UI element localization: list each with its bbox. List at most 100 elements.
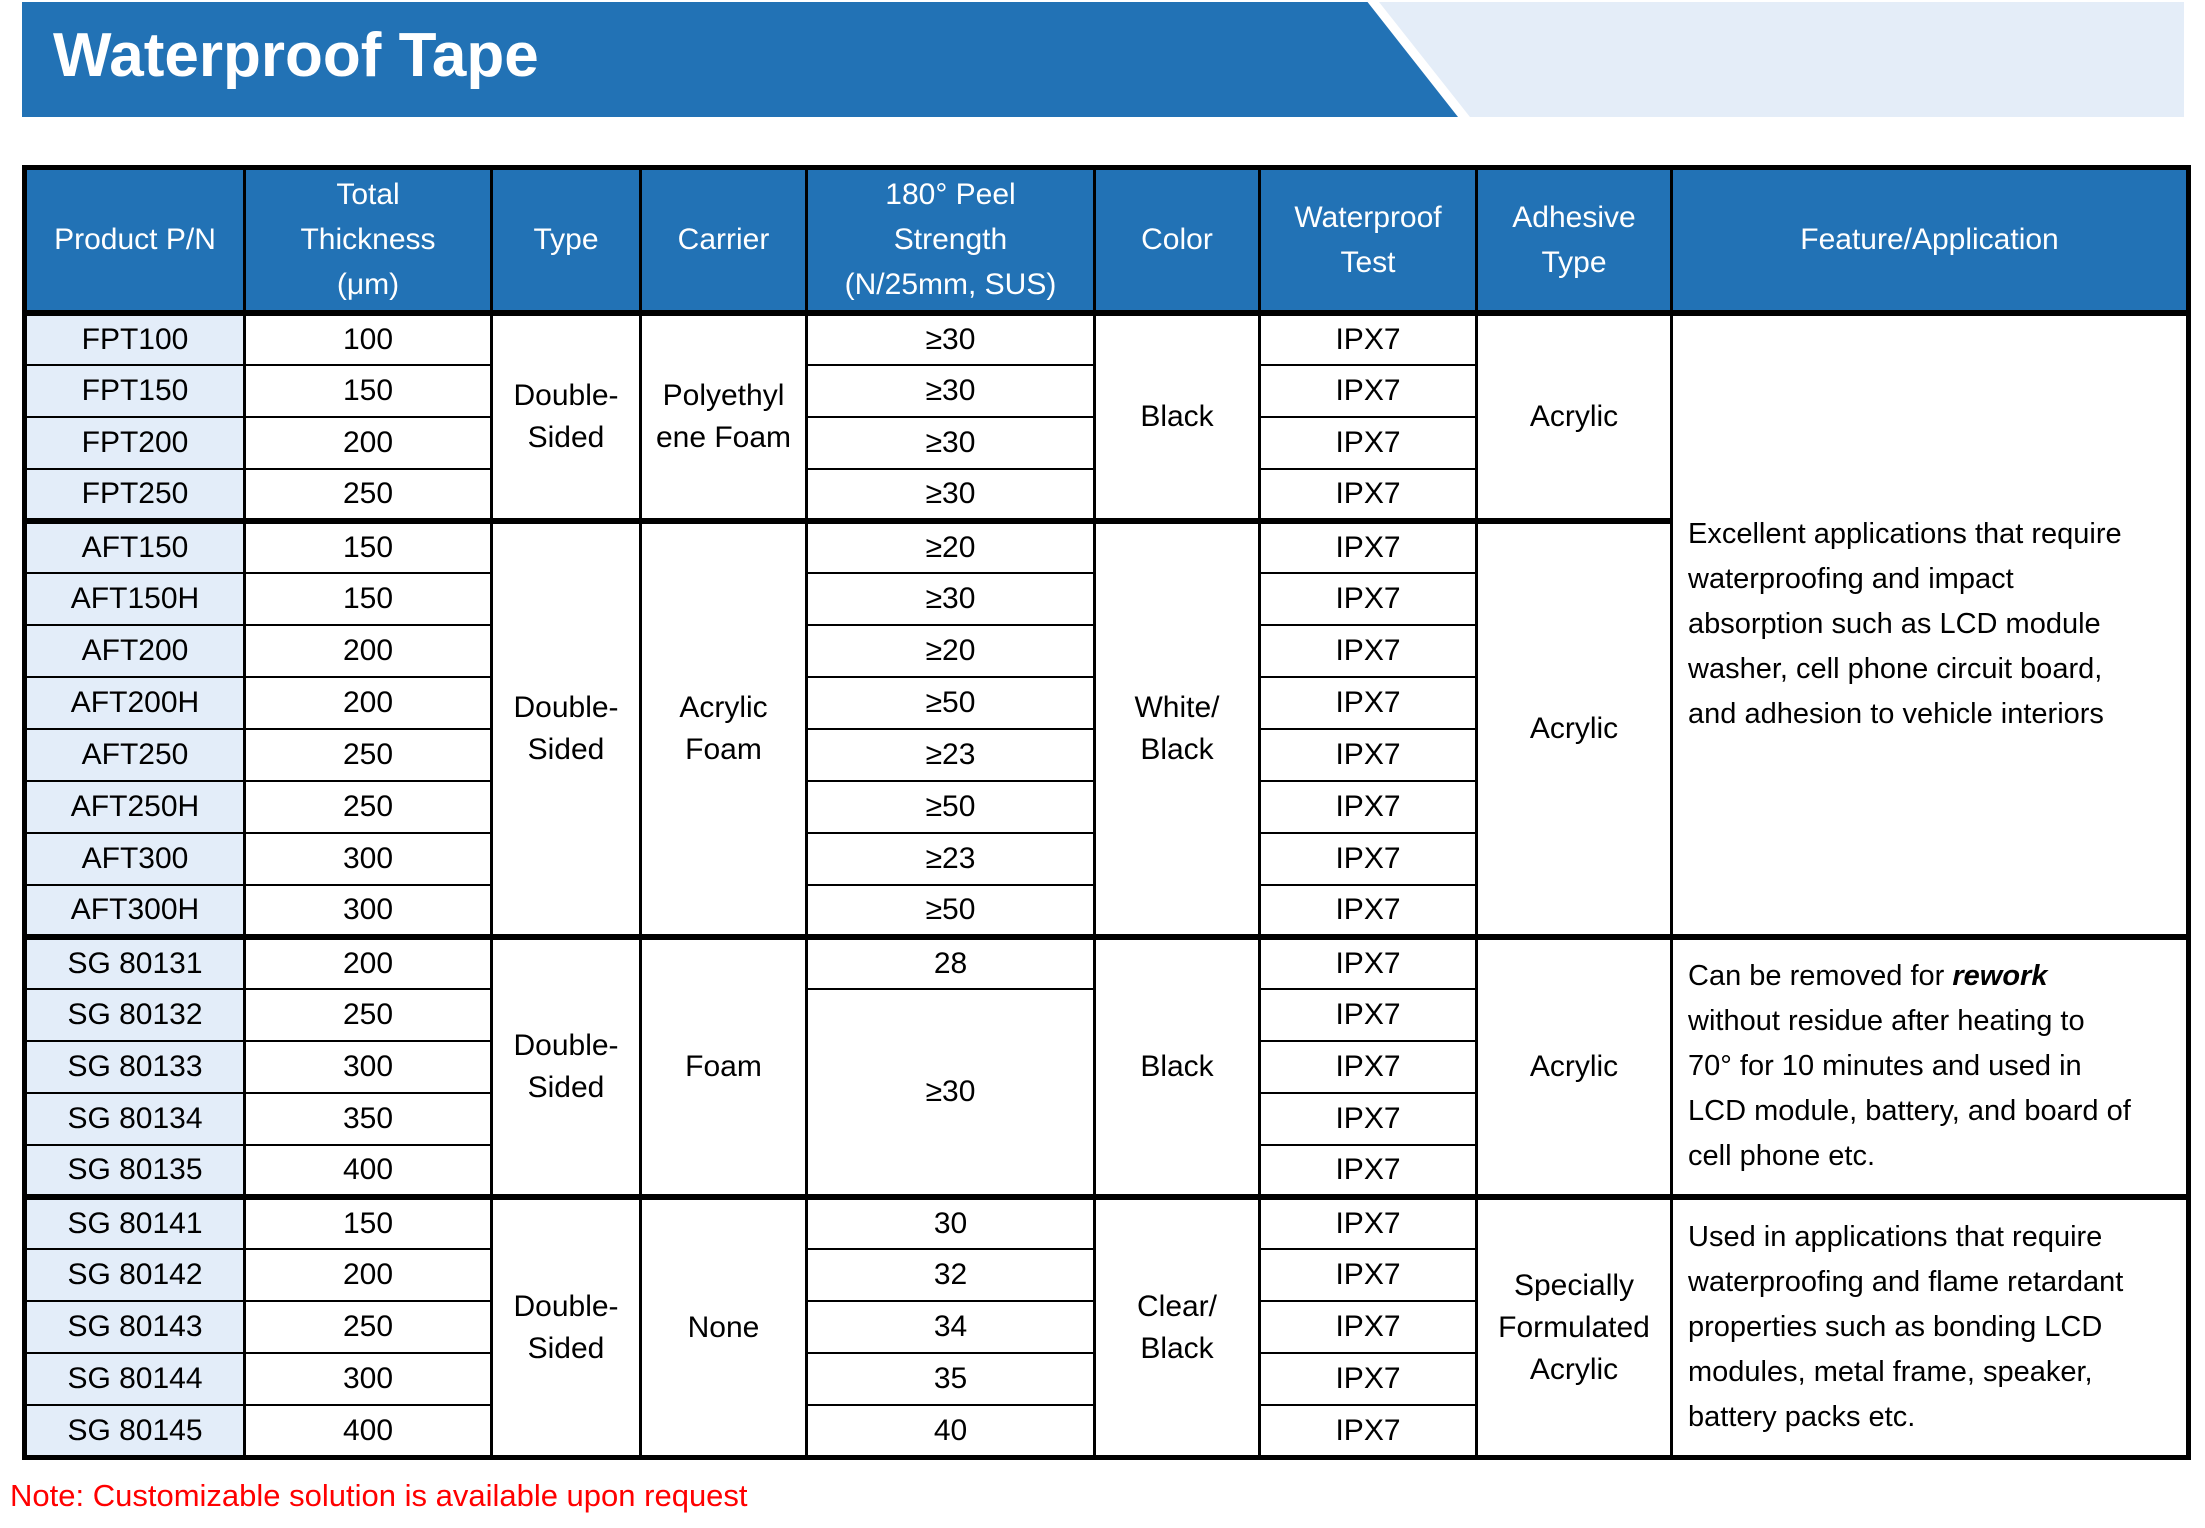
- peel-strength-cell: ≥30: [805, 987, 1096, 1199]
- carrier-cell: Polyethyl ene Foam: [639, 309, 808, 522]
- product-pn-cell: AFT150H: [23, 571, 246, 626]
- table-row: SG 80133 300 IPX7: [23, 1039, 2189, 1094]
- thickness-cell: 400: [243, 1143, 493, 1199]
- table-row: SG 80145 400 40 IPX7: [23, 1404, 2189, 1459]
- table-row: SG 80141 150 Double- Sided None 30 Clear/ Bla…: [23, 1194, 2190, 1459]
- waterproof-test-cell: IPX7: [1258, 1039, 1478, 1094]
- product-pn-cell: AFT200H: [23, 675, 246, 730]
- product-pn-cell: FPT100: [23, 309, 246, 366]
- adhesive-type-cell: Acrylic: [1475, 309, 1673, 522]
- product-pn-cell: FPT150: [23, 363, 246, 418]
- type-cell: Double- Sided: [490, 517, 642, 938]
- table-row: SG 80131 200 Double- Sided Foam 28 Black IPX7 A…: [23, 933, 2190, 1199]
- waterproof-test-cell: IPX7: [1258, 1300, 1478, 1355]
- thickness-cell: 150: [243, 363, 493, 418]
- waterproof-test-cell: IPX7: [1258, 1248, 1478, 1303]
- thickness-cell: 200: [243, 1248, 493, 1303]
- table-row: AFT300 300 ≥23 IPX7: [23, 831, 2189, 886]
- customization-note: Note: Customizable solution is available…: [10, 1478, 748, 1513]
- table-row: AFT200 200 ≥20 IPX7: [23, 623, 2189, 678]
- peel-strength-cell: ≥20: [805, 517, 1096, 574]
- carrier-cell: Acrylic Foam: [639, 517, 808, 938]
- peel-strength-cell: ≥30: [805, 363, 1096, 418]
- table-row: SG 80143 250 34 IPX7: [23, 1300, 2189, 1355]
- feature-emphasis: rework: [1952, 960, 2048, 993]
- peel-strength-cell: ≥30: [805, 467, 1096, 522]
- product-pn-cell: FPT250: [23, 467, 246, 522]
- color-cell: Clear/ Black: [1093, 1194, 1261, 1459]
- thickness-cell: 300: [243, 883, 493, 938]
- waterproof-test-cell: IPX7: [1258, 1352, 1478, 1407]
- table-row: FPT150 150 ≥30 IPX7: [23, 363, 2189, 418]
- waterproof-test-cell: IPX7: [1258, 517, 1478, 574]
- peel-strength-cell: 28: [805, 933, 1096, 990]
- type-cell: Double- Sided: [490, 1194, 642, 1459]
- feature-application-cell: Excellent applications that require wate…: [1670, 309, 2190, 938]
- waterproof-test-cell: IPX7: [1258, 309, 1478, 366]
- peel-strength-cell: ≥30: [805, 571, 1096, 626]
- waterproof-test-cell: IPX7: [1258, 1404, 1478, 1459]
- table-header-row: Product P/N Total Thickness (μm) Type Carri…: [23, 166, 2190, 316]
- product-pn-cell: SG 80132: [23, 987, 246, 1042]
- title-banner: [22, 2, 1458, 117]
- peel-strength-cell: ≥23: [805, 831, 1096, 886]
- thickness-cell: 200: [243, 623, 493, 678]
- peel-strength-cell: ≥50: [805, 675, 1096, 730]
- waterproof-test-cell: IPX7: [1258, 1091, 1478, 1147]
- product-pn-cell: SG 80142: [23, 1248, 246, 1303]
- carrier-cell: None: [639, 1194, 808, 1459]
- product-pn-cell: AFT300H: [23, 883, 246, 938]
- feature-text: without residue after heating to 70° for…: [1688, 1005, 2131, 1173]
- adhesive-type-cell: Acrylic: [1475, 933, 1673, 1199]
- product-pn-cell: SG 80135: [23, 1143, 246, 1199]
- thickness-cell: 200: [243, 415, 493, 470]
- table-row: SG 80135 400 IPX7: [23, 1143, 2189, 1199]
- product-pn-cell: SG 80131: [23, 933, 246, 990]
- product-pn-cell: AFT200: [23, 623, 246, 678]
- table-row: SG 80142 200 32 IPX7: [23, 1248, 2189, 1303]
- thickness-cell: 300: [243, 1039, 493, 1094]
- thickness-cell: 200: [243, 675, 493, 730]
- waterproof-test-cell: IPX7: [1258, 415, 1478, 470]
- peel-strength-cell: ≥30: [805, 415, 1096, 470]
- thickness-cell: 200: [243, 933, 493, 990]
- product-pn-cell: SG 80145: [23, 1404, 246, 1459]
- thickness-cell: 250: [243, 1300, 493, 1355]
- column-header-7: Adhesive Type: [1475, 166, 1673, 316]
- product-pn-cell: SG 80143: [23, 1300, 246, 1355]
- type-cell: Double- Sided: [490, 933, 642, 1199]
- feature-application-cell: Can be removed for rework without residu…: [1670, 933, 2190, 1199]
- waterproof-test-cell: IPX7: [1258, 1143, 1478, 1199]
- table-row: FPT250 250 ≥30 IPX7: [23, 467, 2189, 522]
- waterproof-test-cell: IPX7: [1258, 727, 1478, 782]
- peel-strength-cell: ≥50: [805, 779, 1096, 834]
- column-header-6: Waterproof Test: [1258, 166, 1478, 316]
- column-header-4: 180° Peel Strength (N/25mm, SUS): [805, 166, 1096, 316]
- carrier-cell: Foam: [639, 933, 808, 1199]
- color-cell: White/ Black: [1093, 517, 1261, 938]
- waterproof-tape-spec-table: Product P/N Total Thickness (μm) Type Carri…: [22, 165, 2191, 1460]
- color-cell: Black: [1093, 933, 1261, 1199]
- thickness-cell: 350: [243, 1091, 493, 1147]
- product-pn-cell: SG 80134: [23, 1091, 246, 1147]
- waterproof-test-cell: IPX7: [1258, 467, 1478, 522]
- product-pn-cell: SG 80141: [23, 1194, 246, 1251]
- feature-text: Can be removed for: [1688, 960, 1953, 993]
- column-header-0: Product P/N: [23, 166, 246, 316]
- page-title: Waterproof Tape: [53, 21, 539, 90]
- peel-strength-cell: 40: [805, 1404, 1096, 1459]
- column-header-8: Feature/Application: [1670, 166, 2190, 316]
- table-row: AFT200H 200 ≥50 IPX7: [23, 675, 2189, 730]
- thickness-cell: 300: [243, 1352, 493, 1407]
- table-body: FPT100 100 Double- Sided Polyethyl ene Foam…: [23, 309, 2190, 1459]
- product-pn-cell: SG 80144: [23, 1352, 246, 1407]
- waterproof-test-cell: IPX7: [1258, 675, 1478, 730]
- peel-strength-cell: 30: [805, 1194, 1096, 1251]
- table-row: AFT250 250 ≥23 IPX7: [23, 727, 2189, 782]
- type-cell: Double- Sided: [490, 309, 642, 522]
- peel-strength-cell: ≥50: [805, 883, 1096, 938]
- peel-strength-cell: 32: [805, 1248, 1096, 1303]
- peel-strength-cell: 35: [805, 1352, 1096, 1407]
- table-row: FPT200 200 ≥30 IPX7: [23, 415, 2189, 470]
- column-header-5: Color: [1093, 166, 1261, 316]
